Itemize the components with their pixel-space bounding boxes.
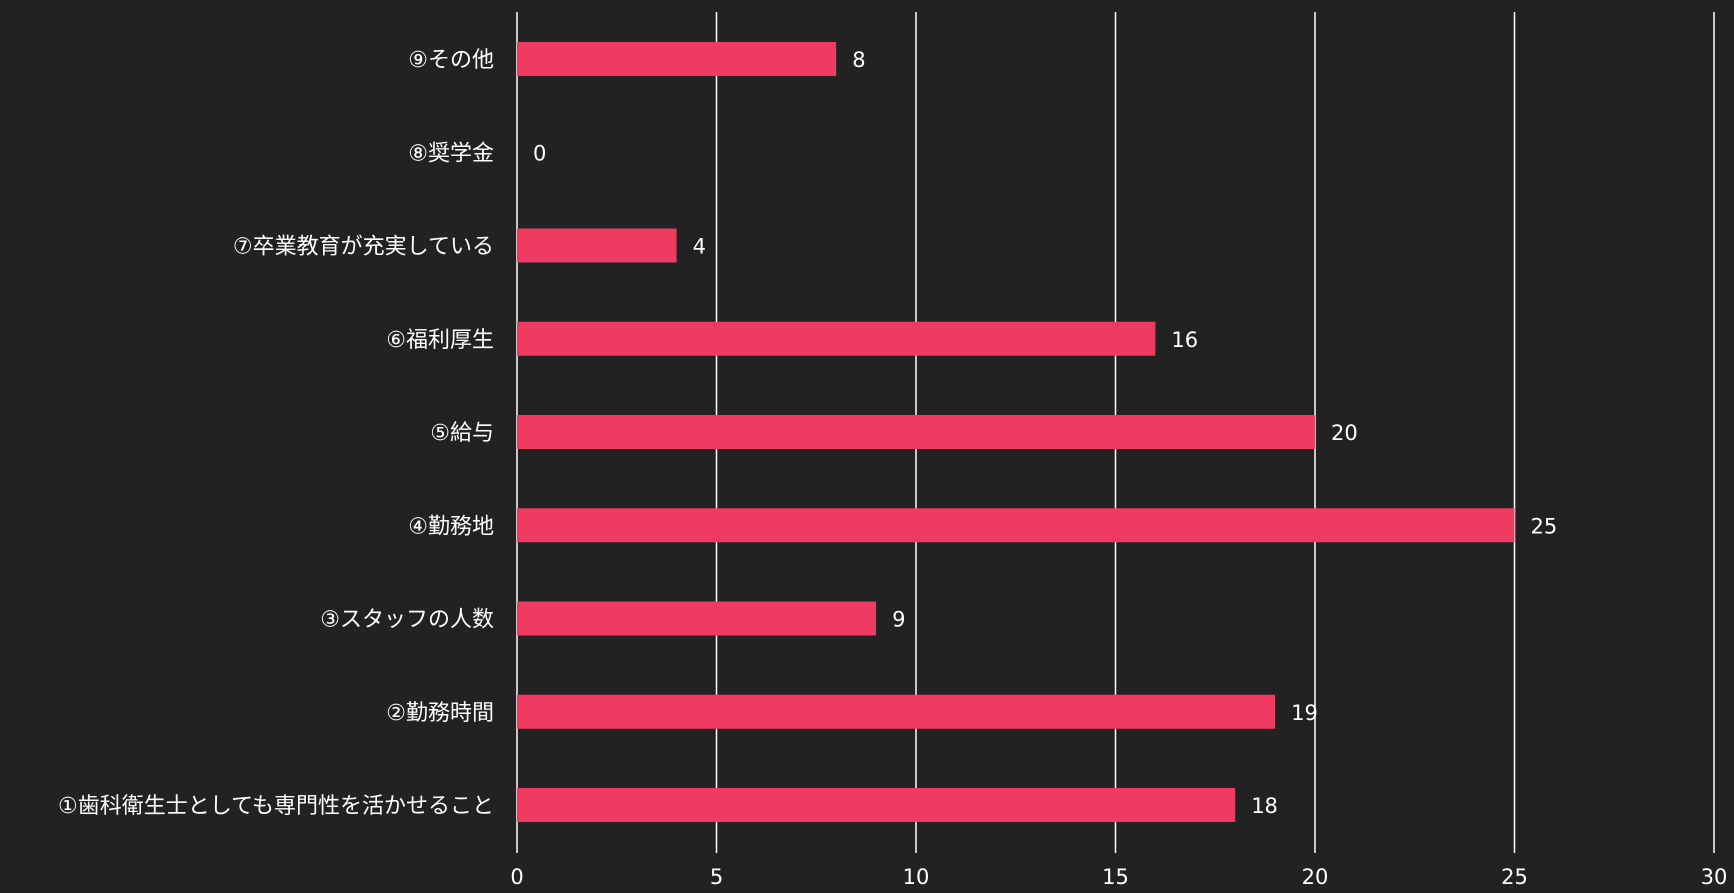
category-label: ⑤給与 — [430, 421, 494, 446]
bars — [517, 42, 1515, 822]
category-label: ⑨その他 — [408, 48, 494, 73]
category-label: ③スタッフの人数 — [320, 608, 494, 633]
data-label: 16 — [1171, 328, 1198, 352]
bar — [517, 694, 1276, 729]
x-tick-label: 15 — [1102, 865, 1129, 889]
x-tick-label: 10 — [903, 865, 930, 889]
category-label: ⑦卒業教育が充実している — [233, 235, 494, 260]
bar — [517, 415, 1315, 449]
data-label: 4 — [693, 235, 706, 259]
data-label: 8 — [852, 48, 865, 72]
category-labels: ①歯科衛生士としても専門性を活かせること ②勤務時間 ③スタッフの人数 ④勤務地 ⑤給与… — [58, 48, 494, 819]
data-label: 25 — [1531, 514, 1558, 538]
bar — [517, 788, 1236, 822]
data-label: 19 — [1291, 701, 1318, 725]
x-tick-label: 20 — [1302, 865, 1329, 889]
data-label: 18 — [1251, 794, 1278, 818]
category-label: ⑥福利厚生 — [386, 328, 494, 353]
x-tick-label: 5 — [710, 865, 723, 889]
category-label: ④勤務地 — [408, 514, 494, 539]
category-label: ⑧奨学金 — [408, 141, 494, 166]
x-tick-label: 0 — [510, 865, 523, 889]
data-labels: 18 19 9 25 20 16 4 0 8 — [533, 48, 1557, 818]
bar — [517, 42, 837, 76]
bar — [517, 508, 1515, 543]
x-axis-tick-labels: 0 5 10 15 20 25 30 — [510, 865, 1727, 889]
category-label: ②勤務時間 — [386, 701, 494, 726]
bar — [517, 601, 877, 636]
bar — [517, 228, 677, 263]
data-label: 9 — [892, 608, 905, 632]
data-label: 20 — [1331, 421, 1358, 445]
category-label: ①歯科衛生士としても専門性を活かせること — [58, 794, 494, 819]
bar — [517, 321, 1156, 356]
x-tick-label: 25 — [1501, 865, 1528, 889]
data-label: 0 — [533, 141, 546, 165]
x-tick-label: 30 — [1701, 865, 1728, 889]
